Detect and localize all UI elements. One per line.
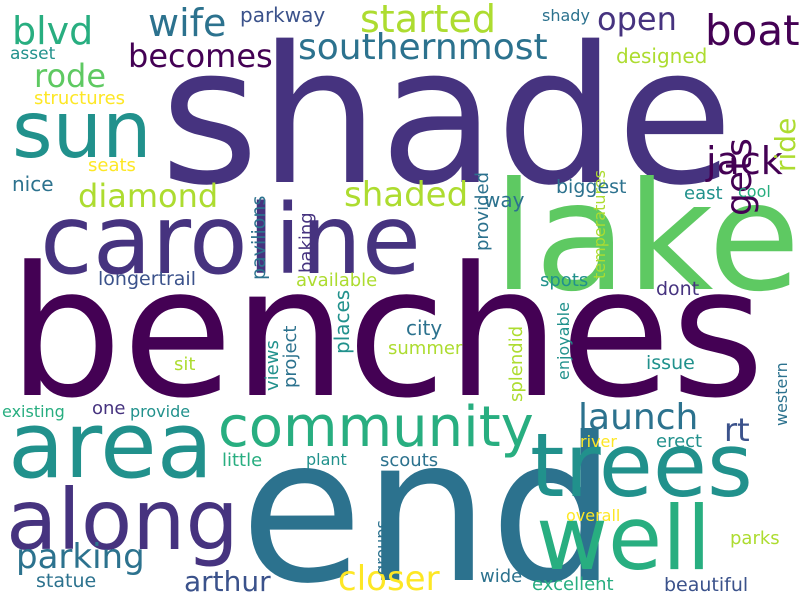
word-overall: overall	[566, 506, 621, 525]
word-designed: designed	[616, 44, 708, 68]
word-closer: closer	[338, 559, 440, 599]
word-sun: sun	[12, 86, 152, 176]
word-shade: shade	[160, 6, 734, 227]
word-caroline: caroline	[40, 184, 421, 296]
word-issue: issue	[646, 352, 695, 374]
word-boat: boat	[705, 6, 800, 55]
word-becomes: becomes	[128, 37, 273, 75]
word-community: community	[218, 395, 534, 460]
word-available: available	[296, 270, 378, 291]
word-southernmost: southernmost	[298, 27, 548, 68]
word-enjoyable: enjoyable	[554, 302, 573, 380]
word-started: started	[360, 0, 497, 41]
word-one: one	[92, 398, 126, 419]
word-gets: gets	[719, 138, 760, 216]
word-wife: wife	[148, 1, 227, 45]
word-diamond: diamond	[78, 177, 219, 215]
word-longertrail: longertrail	[98, 268, 196, 290]
word-rt: rt	[724, 411, 750, 449]
word-summer: summer	[388, 338, 463, 359]
word-asset: asset	[10, 44, 56, 64]
word-lake: lake	[493, 151, 800, 325]
word-existing: existing	[2, 402, 65, 421]
word-end: end	[240, 395, 617, 600]
word-jack: jack	[706, 139, 783, 183]
word-east: east	[684, 183, 723, 204]
word-area: area	[8, 392, 214, 499]
word-city: city	[406, 316, 443, 340]
word-project: project	[280, 325, 301, 388]
word-places: places	[330, 289, 354, 354]
word-biggest: biggest	[556, 176, 627, 198]
word-ride: ride	[769, 117, 800, 172]
word-along: along	[6, 471, 239, 569]
word-blvd: blvd	[12, 9, 94, 53]
word-baking: baking	[296, 212, 317, 273]
word-benches: benches	[8, 229, 765, 438]
word-open: open	[597, 0, 677, 38]
word-beautiful: beautiful	[664, 574, 749, 596]
word-shady: shady	[542, 6, 590, 25]
word-plant: plant	[306, 450, 347, 469]
word-arthur: arthur	[184, 565, 271, 598]
word-spots: spots	[540, 270, 589, 291]
word-rode: rode	[34, 57, 107, 95]
word-way: way	[484, 188, 525, 212]
word-parking: parking	[16, 537, 145, 577]
word-trees: trees	[530, 414, 753, 517]
word-scouts: scouts	[380, 450, 439, 471]
word-splendid: splendid	[506, 325, 527, 402]
word-sit: sit	[174, 354, 196, 375]
word-groups: groups	[372, 520, 391, 575]
word-well: well	[536, 487, 712, 590]
word-pavilions: pavilions	[248, 195, 270, 280]
word-cool: cool	[738, 182, 771, 201]
word-excellent: excellent	[532, 574, 614, 595]
word-nice: nice	[12, 172, 54, 196]
word-dont: dont	[656, 278, 700, 300]
word-erect: erect	[656, 431, 703, 452]
word-seats: seats	[88, 155, 136, 176]
word-wide: wide	[480, 566, 523, 587]
word-river: river	[580, 432, 617, 451]
word-western: western	[772, 362, 791, 426]
word-parkway: parkway	[240, 3, 326, 27]
word-shaded: shaded	[344, 175, 469, 215]
word-statue: statue	[36, 570, 97, 592]
word-launch: launch	[578, 397, 699, 438]
word-parks: parks	[730, 528, 780, 549]
word-structures: structures	[34, 88, 126, 109]
word-little: little	[222, 450, 263, 471]
word-provide: provide	[130, 402, 191, 421]
